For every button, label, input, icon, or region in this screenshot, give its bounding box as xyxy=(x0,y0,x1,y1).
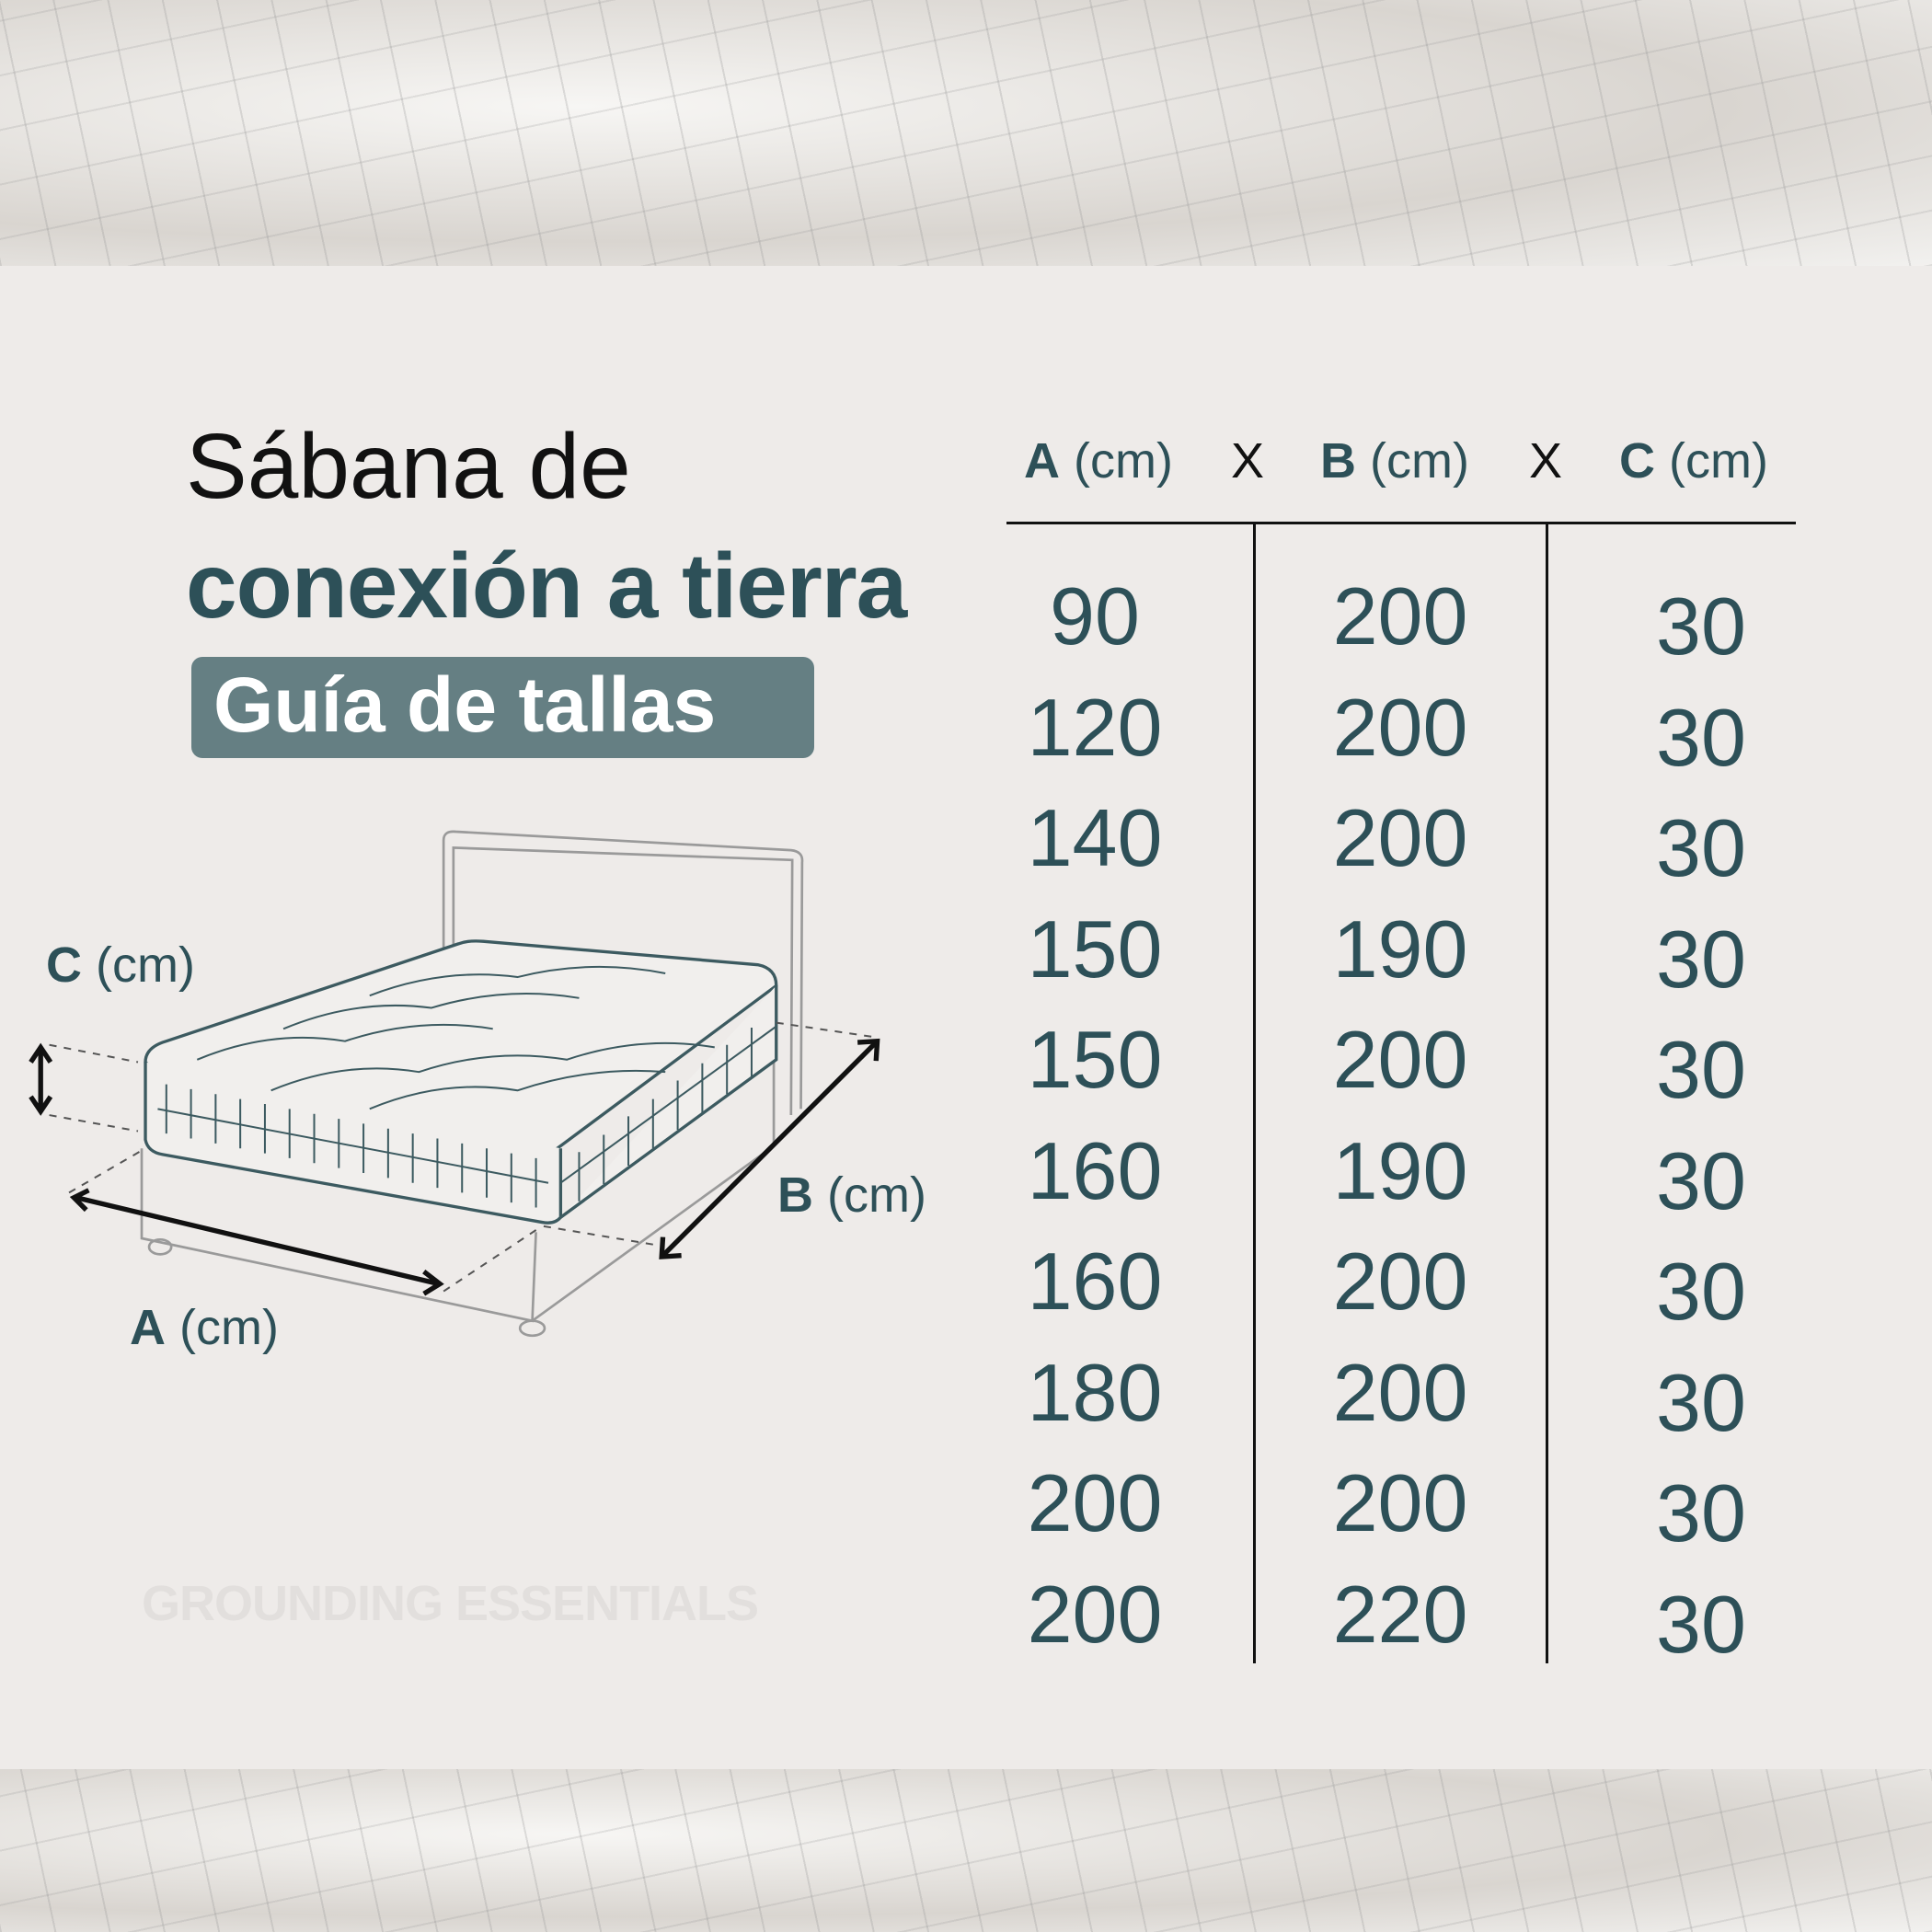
table-cell-c: 30 xyxy=(1656,1578,1746,1670)
table-cell-b: 190 xyxy=(1332,903,1468,995)
table-cell-a: 200 xyxy=(1027,1457,1163,1548)
table-cell-c: 30 xyxy=(1656,581,1746,672)
table-cell-b: 190 xyxy=(1332,1124,1468,1216)
header-separator: X xyxy=(1528,433,1563,489)
table-cell-b: 200 xyxy=(1332,1457,1468,1548)
header-b: B (cm) xyxy=(1320,433,1469,489)
table-cell-c: 30 xyxy=(1656,802,1746,893)
size-guide-label: Guía de tallas xyxy=(213,661,717,748)
table-cell-c: 30 xyxy=(1656,1134,1746,1226)
table-cell-c: 30 xyxy=(1656,1246,1746,1337)
table-cell-b: 200 xyxy=(1332,570,1468,661)
table-cell-a: 150 xyxy=(1027,1014,1163,1105)
table-cell-a: 160 xyxy=(1027,1124,1163,1216)
table-cell-a: 120 xyxy=(1027,681,1163,773)
table-cell-b: 200 xyxy=(1332,1346,1468,1438)
table-cell-c: 30 xyxy=(1656,1024,1746,1115)
table-cell-b: 200 xyxy=(1332,1014,1468,1105)
table-cell-b: 220 xyxy=(1332,1568,1468,1660)
table-cell-c: 30 xyxy=(1656,691,1746,783)
table-header-divider xyxy=(1006,522,1796,524)
table-cell-a: 180 xyxy=(1027,1346,1163,1438)
watermark: GROUNDING ESSENTIALS xyxy=(142,1576,759,1631)
header-c: C (cm) xyxy=(1619,433,1768,489)
column-divider xyxy=(1546,523,1548,1663)
table-cell-a: 90 xyxy=(1050,570,1140,661)
table-cell-a: 160 xyxy=(1027,1236,1163,1327)
title-line-2: conexión a tierra xyxy=(186,535,907,638)
diagram-label-b: B (cm) xyxy=(777,1167,926,1223)
fabric-background-top xyxy=(0,0,1932,266)
table-cell-b: 200 xyxy=(1332,792,1468,883)
table-cell-a: 140 xyxy=(1027,792,1163,883)
column-divider xyxy=(1253,523,1256,1663)
header-separator: X xyxy=(1230,433,1265,489)
fabric-background-bottom xyxy=(0,1769,1932,1932)
table-cell-b: 200 xyxy=(1332,1236,1468,1327)
diagram-label-a: A (cm) xyxy=(130,1300,279,1355)
table-cell-a: 150 xyxy=(1027,903,1163,995)
size-guide-badge xyxy=(191,657,814,758)
title-line-1: Sábana de xyxy=(186,415,631,518)
table-cell-b: 200 xyxy=(1332,681,1468,773)
table-cell-c: 30 xyxy=(1656,1467,1746,1558)
header-a: A (cm) xyxy=(1024,433,1173,489)
diagram-label-c: C (cm) xyxy=(46,937,195,993)
table-cell-c: 30 xyxy=(1656,913,1746,1005)
table-cell-a: 200 xyxy=(1027,1568,1163,1660)
table-cell-c: 30 xyxy=(1656,1356,1746,1448)
